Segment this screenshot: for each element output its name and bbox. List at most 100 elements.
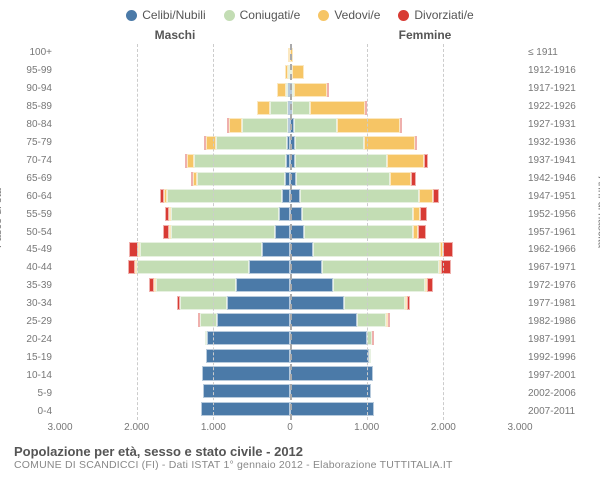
bar-segment [413,207,421,221]
bar-segment [407,296,410,310]
x-tick: 3.000 [507,422,532,433]
bar-segment [290,402,374,416]
population-pyramid: Fasce di età Anni di nascita 100+95-9990… [10,44,590,440]
bar-segment [357,313,386,327]
female-half [290,152,520,170]
age-label: 95-99 [10,62,56,80]
male-half [60,383,290,401]
bar-segment [171,225,275,239]
bar-segment [282,189,290,203]
female-half [290,330,520,348]
bar-segment [242,118,288,132]
age-label: 10-14 [10,366,56,384]
bar-segment [290,242,313,256]
male-half [60,117,290,135]
bar-segment [294,118,337,132]
female-half [290,117,520,135]
x-tick: 1.000 [201,422,226,433]
bar-segment [364,136,415,150]
bar-segment [140,242,263,256]
bar-segment [420,207,427,221]
bar-segment [128,260,136,274]
legend: Celibi/Nubili Coniugati/e Vedovi/e Divorzia… [0,0,600,22]
bar-segment [200,313,218,327]
age-label: 15-19 [10,348,56,366]
age-label: 100+ [10,44,56,62]
bar-segment [229,118,242,132]
age-label: 5-9 [10,384,56,402]
male-half [60,46,290,64]
y-axis-right-title: Anni di nascita [596,176,600,248]
bar-segment [296,172,390,186]
bar-segment [304,225,414,239]
female-half [290,241,520,259]
bar-segment [270,101,288,115]
bar-segment [333,278,425,292]
bar-segment [290,366,373,380]
age-label: 75-79 [10,134,56,152]
bar-segment [236,278,290,292]
plot-area [60,44,520,420]
bar-segment [227,296,290,310]
male-half [60,64,290,82]
bar-segment [277,83,285,97]
female-half [290,205,520,223]
legend-item: Vedovi/e [318,8,380,22]
female-half [290,400,520,418]
bar-segment [290,296,344,310]
bar-segment [387,154,424,168]
bar-segment [418,225,426,239]
bar-segment [201,402,290,416]
bar-segment [290,313,357,327]
birth-label: 1982-1986 [524,313,590,331]
age-label: 55-59 [10,205,56,223]
bar-segment [202,366,290,380]
legend-item: Celibi/Nubili [126,8,205,22]
gridline [443,44,444,420]
bar-segment [369,349,371,363]
label-maschi: Maschi [0,28,300,42]
female-half [290,312,520,330]
legend-label: Coniugati/e [240,8,301,22]
bar-segment [290,349,369,363]
legend-swatch [126,10,137,21]
bar-segment [433,189,439,203]
x-tick: 0 [287,422,293,433]
x-tick: 2.000 [431,422,456,433]
bar-segment [207,331,290,345]
birth-label: 1987-1991 [524,331,590,349]
bar-segment [217,313,290,327]
gridline [213,44,214,420]
birth-label: 1917-1921 [524,80,590,98]
male-half [60,259,290,277]
birth-label: 1972-1976 [524,277,590,295]
bar-segment [295,136,364,150]
bar-segment [197,172,285,186]
age-labels: 100+95-9990-9485-8980-8475-7970-7465-696… [10,44,56,420]
male-half [60,81,290,99]
bar-segment [327,83,329,97]
bar-segment [302,207,413,221]
legend-item: Coniugati/e [224,8,301,22]
birth-labels: ≤ 19111912-19161917-19211922-19261927-19… [524,44,590,420]
birth-label: 1952-1956 [524,205,590,223]
female-half [290,347,520,365]
bar-segment [337,118,401,132]
bar-segment [216,136,287,150]
legend-swatch [224,10,235,21]
bar-segment [400,118,402,132]
bar-segment [290,260,322,274]
male-half [60,170,290,188]
bar-segment [424,154,428,168]
birth-label: 2007-2011 [524,402,590,420]
legend-item: Divorziati/e [398,8,473,22]
birth-label: 1937-1941 [524,151,590,169]
label-femmine: Femmine [300,28,600,42]
male-half [60,330,290,348]
male-half [60,205,290,223]
center-line [290,44,292,420]
bar-segment [180,296,228,310]
male-half [60,223,290,241]
female-half [290,81,520,99]
birth-label: 1962-1966 [524,241,590,259]
